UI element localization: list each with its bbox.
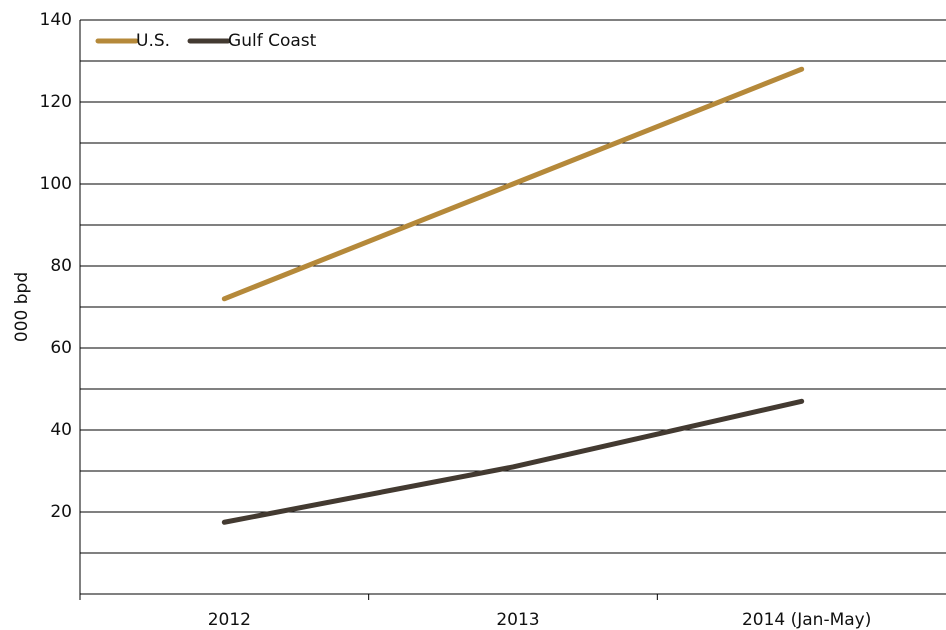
y-tick-label: 20: [50, 502, 72, 522]
y-tick-label: 40: [50, 420, 72, 440]
x-tick-label: 2012: [208, 610, 251, 630]
line-series: [221, 398, 805, 525]
y-tick-label: 60: [50, 338, 72, 358]
x-tick-label: 2013: [496, 610, 539, 630]
y-tick-label: 120: [40, 92, 72, 112]
y-tick-label: 100: [40, 174, 72, 194]
legend-label: Gulf Coast: [228, 31, 317, 51]
y-axis-label: 000 bpd: [12, 272, 32, 342]
y-tick-label: 140: [40, 10, 72, 30]
y-tick-label: 80: [50, 256, 72, 276]
line-series: [221, 66, 805, 302]
x-tick-label: 2014 (Jan-May): [742, 610, 871, 630]
legend-label: U.S.: [136, 31, 170, 51]
